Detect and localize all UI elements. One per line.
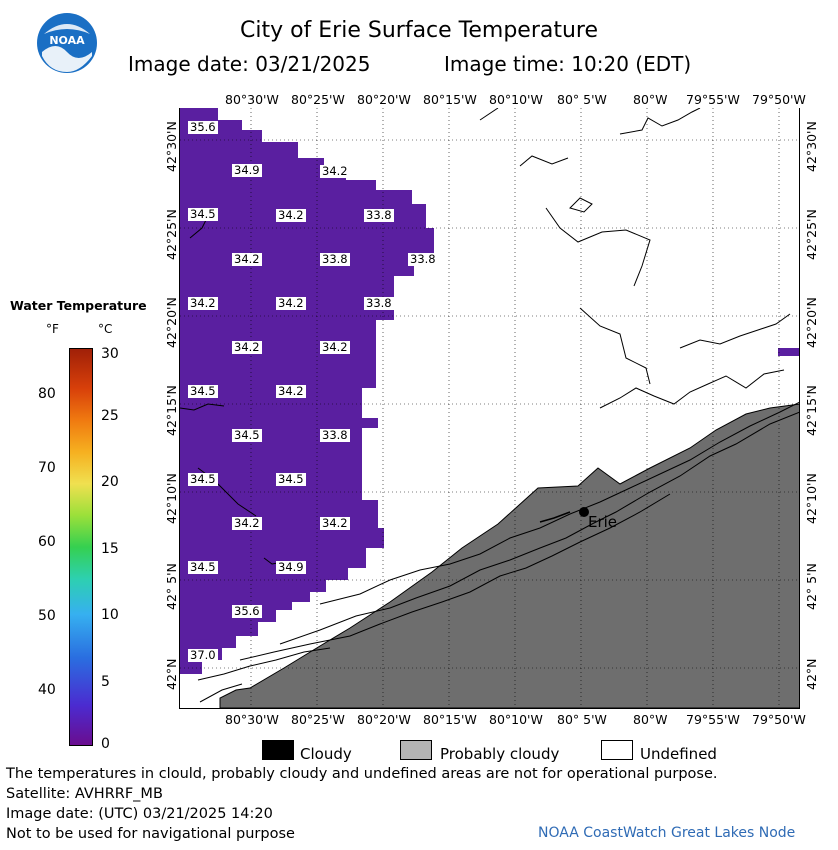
lon-label-bottom: 80°20'W bbox=[357, 712, 411, 727]
temp-label: 34.5 bbox=[188, 472, 218, 486]
f-tick: 50 bbox=[38, 608, 56, 624]
lon-label-top: 79°50'W bbox=[752, 92, 806, 107]
legend-unit-f: °F bbox=[46, 322, 59, 336]
map-frame bbox=[179, 108, 800, 709]
temp-label: 37.0 bbox=[188, 648, 218, 662]
lat-label-right: 42°10'N bbox=[804, 473, 819, 524]
lat-label-left: 42°10'N bbox=[164, 473, 179, 524]
page-title: City of Erie Surface Temperature bbox=[239, 18, 599, 43]
legend-title: Water Temperature bbox=[10, 298, 147, 313]
temp-label: 34.2 bbox=[320, 164, 350, 178]
footer-satellite: Satellite: AVHRRF_MB bbox=[6, 786, 163, 802]
temp-label: 35.6 bbox=[188, 120, 218, 134]
key-swatch-cloudy bbox=[262, 740, 294, 760]
temp-label: 34.2 bbox=[188, 296, 218, 310]
lat-label-right: 42°20'N bbox=[804, 297, 819, 348]
c-tick: 25 bbox=[101, 408, 119, 424]
land-area bbox=[219, 403, 801, 709]
erie-marker bbox=[539, 507, 589, 523]
city-label-erie: Erie bbox=[588, 513, 618, 531]
lon-label-bottom: 80°15'W bbox=[423, 712, 477, 727]
image-date: Image date: 03/21/2025 bbox=[128, 52, 371, 76]
temp-label: 34.9 bbox=[232, 163, 262, 177]
noaa-logo: NOAA bbox=[36, 12, 98, 74]
c-tick: 5 bbox=[101, 674, 110, 690]
temp-label: 34.2 bbox=[320, 516, 350, 530]
lat-label-left: 42°15'N bbox=[164, 385, 179, 436]
lon-label-top: 80°30'W bbox=[225, 92, 279, 107]
temp-label: 34.5 bbox=[188, 560, 218, 574]
legend-unit-c: °C bbox=[98, 322, 113, 336]
lat-label-right: 42°25'N bbox=[804, 209, 819, 260]
lon-label-top: 80°25'W bbox=[291, 92, 345, 107]
lon-label-bottom: 80°30'W bbox=[225, 712, 279, 727]
image-time: Image time: 10:20 (EDT) bbox=[444, 52, 692, 76]
color-bar bbox=[69, 348, 93, 746]
lat-label-right: 42°15'N bbox=[804, 385, 819, 436]
footer-utc-date: Image date: (UTC) 03/21/2025 14:20 bbox=[6, 806, 273, 822]
temp-label: 35.6 bbox=[232, 604, 262, 618]
key-swatch-probably-cloudy bbox=[400, 740, 432, 760]
c-tick: 20 bbox=[101, 474, 119, 490]
temp-label: 33.8 bbox=[320, 428, 350, 442]
c-tick: 0 bbox=[101, 736, 110, 752]
key-label-cloudy: Cloudy bbox=[300, 745, 352, 763]
key-label-undefined: Undefined bbox=[640, 745, 717, 763]
key-label-probably-cloudy: Probably cloudy bbox=[440, 745, 560, 763]
footer-disclaimer: The temperatures in clould, probably clo… bbox=[6, 766, 718, 782]
lat-label-left: 42°30'N bbox=[164, 121, 179, 172]
temp-label: 34.5 bbox=[276, 472, 306, 486]
water-temperature-field bbox=[180, 108, 434, 674]
logo-text: NOAA bbox=[49, 34, 85, 47]
c-tick: 30 bbox=[101, 346, 119, 362]
lon-label-top: 80° 5'W bbox=[557, 92, 607, 107]
temp-label: 34.2 bbox=[276, 296, 306, 310]
lon-label-bottom: 79°55'W bbox=[686, 712, 740, 727]
temp-label: 34.2 bbox=[232, 340, 262, 354]
temp-label: 34.2 bbox=[232, 252, 262, 266]
lat-label-left: 42° 5'N bbox=[164, 563, 179, 610]
f-tick: 80 bbox=[38, 386, 56, 402]
footer-credit: NOAA CoastWatch Great Lakes Node bbox=[538, 825, 796, 841]
f-tick: 60 bbox=[38, 534, 56, 550]
map-canvas bbox=[179, 107, 801, 709]
lon-label-top: 79°55'W bbox=[686, 92, 740, 107]
temp-label: 33.8 bbox=[364, 208, 394, 222]
lon-label-top: 80°W bbox=[633, 92, 668, 107]
temp-label: 34.2 bbox=[276, 384, 306, 398]
lon-label-top: 80°15'W bbox=[423, 92, 477, 107]
lon-label-bottom: 80°W bbox=[633, 712, 668, 727]
footer-navigation-warning: Not to be used for navigational purpose bbox=[6, 826, 295, 842]
temp-label: 34.2 bbox=[276, 208, 306, 222]
lon-label-bottom: 80°25'W bbox=[291, 712, 345, 727]
lat-label-right: 42°N bbox=[804, 658, 819, 690]
temp-label: 34.5 bbox=[188, 207, 218, 221]
f-tick: 40 bbox=[38, 682, 56, 698]
temp-label: 34.2 bbox=[232, 516, 262, 530]
lon-label-bottom: 80°10'W bbox=[489, 712, 543, 727]
temp-label: 34.9 bbox=[276, 560, 306, 574]
c-tick: 15 bbox=[101, 541, 119, 557]
lat-label-left: 42°20'N bbox=[164, 297, 179, 348]
lat-label-left: 42°25'N bbox=[164, 209, 179, 260]
key-swatch-undefined bbox=[601, 740, 633, 760]
c-tick: 10 bbox=[101, 607, 119, 623]
lon-label-bottom: 80° 5'W bbox=[557, 712, 607, 727]
map-panel: 35.6 34.9 34.2 34.5 34.2 33.8 34.2 33.8 … bbox=[179, 107, 801, 709]
lon-label-top: 80°20'W bbox=[357, 92, 411, 107]
lat-label-right: 42° 5'N bbox=[804, 563, 819, 610]
temp-label: 33.8 bbox=[320, 252, 350, 266]
temp-label: 34.5 bbox=[188, 384, 218, 398]
temp-label: 33.8 bbox=[364, 296, 394, 310]
lat-label-right: 42°30'N bbox=[804, 121, 819, 172]
temp-label: 34.2 bbox=[320, 340, 350, 354]
lat-label-left: 42°N bbox=[164, 658, 179, 690]
lon-label-bottom: 79°50'W bbox=[752, 712, 806, 727]
water-sliver bbox=[778, 348, 800, 356]
lon-label-top: 80°10'W bbox=[489, 92, 543, 107]
temp-label: 34.5 bbox=[232, 428, 262, 442]
temp-label: 33.8 bbox=[408, 252, 438, 266]
f-tick: 70 bbox=[38, 460, 56, 476]
